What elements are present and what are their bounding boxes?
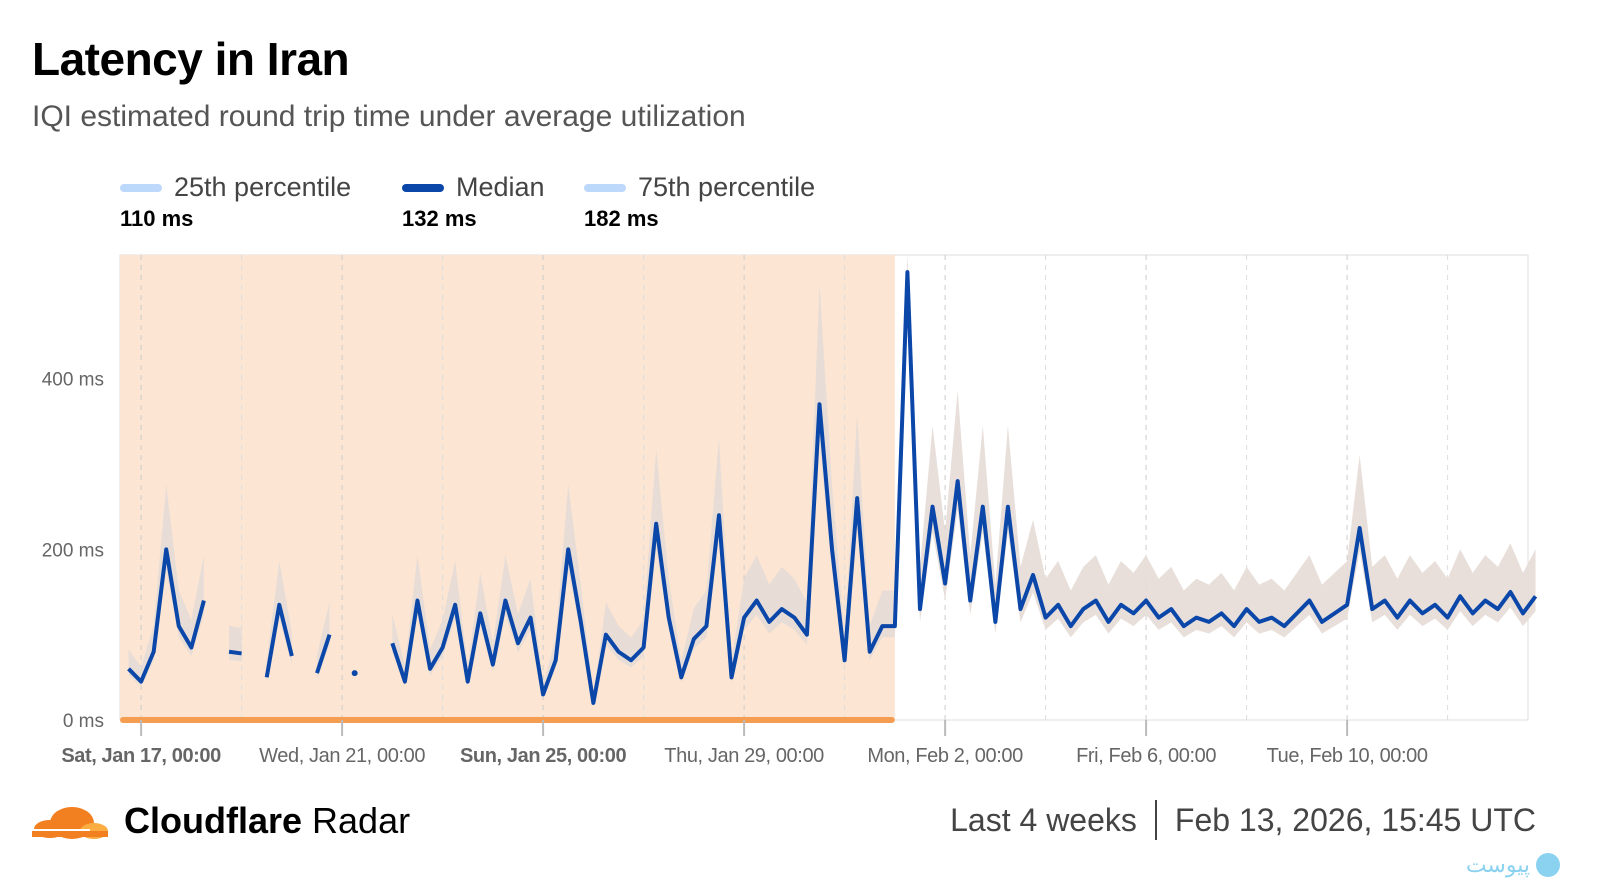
median-point bbox=[351, 670, 358, 677]
median-line bbox=[264, 602, 294, 678]
watermark: پیوست bbox=[1466, 852, 1560, 878]
x-tick-label: Thu, Jan 29, 00:00 bbox=[664, 745, 824, 767]
percentile-band bbox=[392, 255, 1536, 705]
legend-label: 25th percentile bbox=[174, 172, 352, 202]
p25-swatch bbox=[120, 183, 162, 192]
footer-meta: Last 4 weeks Feb 13, 2026, 15:45 UTC bbox=[950, 800, 1536, 840]
legend-label: 75th percentile bbox=[638, 172, 816, 202]
legend-item-p25[interactable]: 25th percentile bbox=[120, 172, 351, 203]
median-line bbox=[127, 547, 206, 684]
cloudflare-cloud-icon bbox=[32, 807, 108, 839]
median-line bbox=[315, 634, 332, 674]
median-swatch bbox=[402, 183, 444, 192]
watermark-logo-icon bbox=[1536, 853, 1560, 877]
cloudflare-radar-logo[interactable]: Cloudflare Radar bbox=[30, 800, 410, 842]
brand-product: Radar bbox=[312, 800, 411, 841]
divider bbox=[1154, 800, 1157, 840]
x-tick-label: Wed, Jan 21, 00:00 bbox=[259, 745, 425, 767]
latency-chart[interactable]: 0 ms 200 ms 400 ms Sat, Jan 17, 00:00 Wed, J… bbox=[0, 0, 1600, 790]
x-tick-label: Fri, Feb 6, 00:00 bbox=[1076, 745, 1216, 767]
x-tick-label: Mon, Feb 2, 00:00 bbox=[867, 745, 1023, 767]
median-line bbox=[228, 649, 242, 656]
y-tick-label: 200 ms bbox=[42, 540, 104, 561]
median-line bbox=[390, 270, 1538, 705]
timestamp: Feb 13, 2026, 15:45 UTC bbox=[1174, 801, 1536, 838]
brand-name: Cloudflare bbox=[124, 800, 303, 841]
x-tick-label: Sun, Jan 25, 00:00 bbox=[460, 745, 626, 767]
page-title: Latency in Iran bbox=[32, 33, 350, 85]
watermark-text: پیوست bbox=[1465, 852, 1530, 877]
percentile-band bbox=[266, 561, 292, 683]
y-tick-label: 400 ms bbox=[42, 370, 104, 391]
time-range: Last 4 weeks bbox=[950, 801, 1137, 838]
legend-label: Median bbox=[456, 172, 545, 202]
legend-value-p75: 182 ms bbox=[584, 206, 659, 231]
x-tick-label: Tue, Feb 10, 00:00 bbox=[1267, 745, 1428, 767]
legend-item-p75[interactable]: 75th percentile bbox=[584, 172, 815, 203]
percentile-band bbox=[229, 625, 242, 662]
legend-value-median: 132 ms bbox=[402, 206, 477, 231]
legend-item-median[interactable]: Median bbox=[402, 172, 545, 203]
highlight-region bbox=[120, 255, 895, 720]
x-tick-label: Sat, Jan 17, 00:00 bbox=[61, 745, 221, 767]
legend-value-p25: 110 ms bbox=[120, 206, 194, 231]
p75-swatch bbox=[584, 183, 626, 192]
page-subtitle: IQI estimated round trip time under aver… bbox=[32, 100, 746, 133]
y-tick-label: 0 ms bbox=[63, 711, 104, 732]
